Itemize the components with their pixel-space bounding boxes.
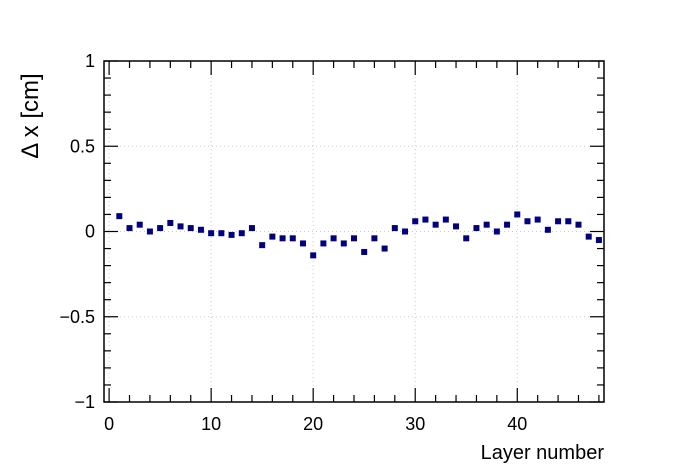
- data-point: [402, 228, 409, 235]
- data-point: [177, 223, 184, 230]
- data-point: [534, 216, 541, 223]
- data-point: [238, 230, 245, 237]
- data-point: [361, 248, 368, 255]
- y-tick-label: −1: [74, 392, 95, 412]
- y-tick-label: 0.5: [70, 136, 95, 156]
- data-point: [320, 240, 327, 247]
- data-point: [218, 230, 225, 237]
- data-point: [463, 235, 470, 242]
- data-point: [555, 218, 562, 225]
- data-point: [412, 218, 419, 225]
- data-point: [299, 240, 306, 247]
- data-point: [442, 216, 449, 223]
- grid-lines: [104, 61, 604, 402]
- x-tick-label: 0: [104, 414, 114, 434]
- data-point: [279, 235, 286, 242]
- data-point: [126, 225, 133, 232]
- data-point: [197, 226, 204, 233]
- data-point: [167, 219, 174, 226]
- data-point: [330, 235, 337, 242]
- data-point: [116, 213, 123, 220]
- data-point: [432, 221, 439, 228]
- data-point: [493, 228, 500, 235]
- data-point: [310, 252, 317, 259]
- x-tick-label: 10: [201, 414, 221, 434]
- axis-ticks: [104, 60, 604, 403]
- data-point: [595, 237, 602, 244]
- data-point: [289, 235, 296, 242]
- data-point: [381, 245, 388, 252]
- data-point: [248, 225, 255, 232]
- data-point: [340, 240, 347, 247]
- data-point: [524, 218, 531, 225]
- data-point: [585, 233, 592, 240]
- data-point: [514, 211, 521, 218]
- x-tick-label: 40: [507, 414, 527, 434]
- data-point: [575, 221, 582, 228]
- data-point: [544, 226, 551, 233]
- data-point: [504, 221, 511, 228]
- tick-labels: 0 10 20 30 40 −1 −0.5 0 0.5 1: [59, 51, 527, 434]
- data-point: [208, 230, 215, 237]
- data-point: [422, 216, 429, 223]
- data-point: [351, 235, 357, 242]
- y-tick-label: 0: [85, 222, 95, 242]
- data-point: [146, 228, 153, 235]
- x-tick-label: 30: [405, 414, 425, 434]
- data-point: [565, 218, 572, 225]
- data-point: [228, 231, 235, 238]
- data-point: [136, 221, 143, 228]
- x-tick-label: 20: [303, 414, 323, 434]
- data-point: [483, 221, 490, 228]
- data-point: [453, 223, 460, 230]
- data-point: [259, 242, 266, 249]
- y-axis-title: Δ x [cm]: [17, 73, 44, 158]
- data-point: [371, 235, 378, 242]
- data-points: [116, 211, 602, 259]
- data-point: [473, 225, 480, 232]
- y-tick-label: −0.5: [59, 307, 95, 327]
- plot-frame: [103, 60, 605, 403]
- y-tick-label: 1: [85, 51, 95, 71]
- x-axis-title: Layer number: [481, 442, 605, 464]
- data-point: [269, 233, 276, 240]
- data-point: [157, 225, 164, 232]
- data-point: [391, 225, 398, 232]
- data-point: [187, 225, 194, 232]
